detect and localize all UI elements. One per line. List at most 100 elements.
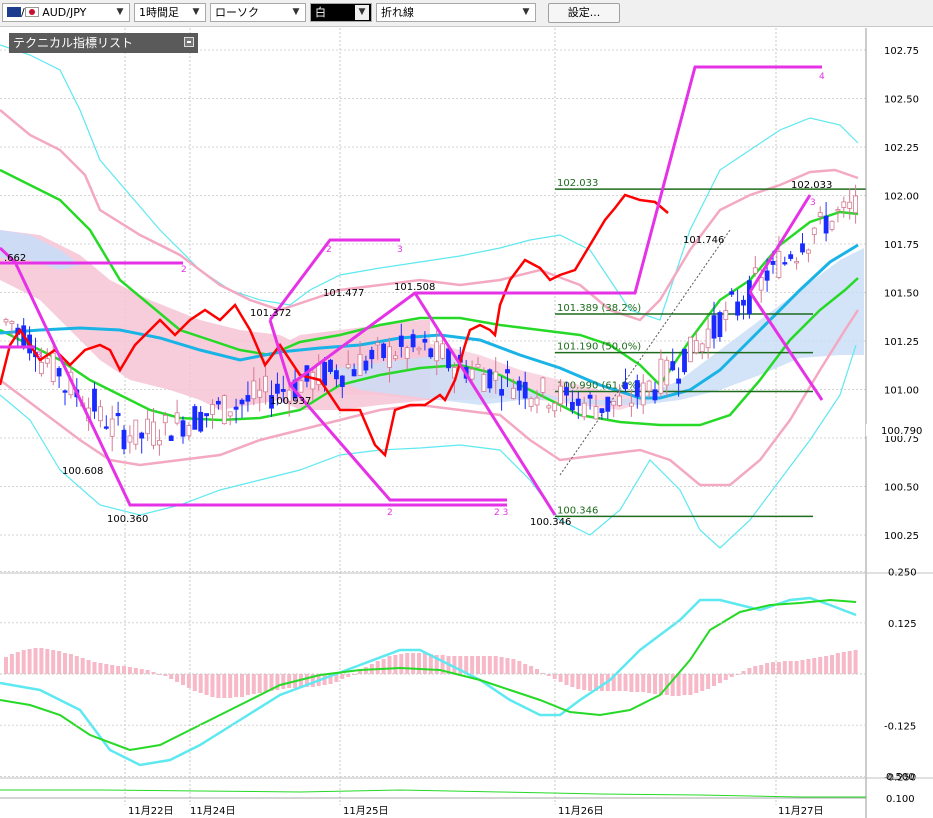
price-annotation: 100.937 [270, 396, 311, 407]
candle [221, 395, 227, 425]
overlay-type-label: 折れ線 [381, 6, 414, 19]
sub-line [0, 789, 866, 798]
candle [286, 389, 292, 402]
macd-bar [98, 663, 103, 674]
candles [3, 184, 858, 456]
macd-bar [245, 674, 250, 695]
candle [398, 335, 404, 347]
candle [581, 402, 587, 418]
candle [50, 352, 56, 383]
settings-button[interactable]: 設定... [548, 3, 620, 23]
candle [162, 414, 168, 424]
price-annotation: .662 [4, 253, 26, 264]
macd-bar [658, 674, 663, 695]
macd-bar [747, 668, 752, 674]
candle [103, 426, 109, 429]
macd-bar [340, 674, 345, 679]
candle [800, 243, 805, 253]
chart-style-select[interactable]: ローソク ▼ [210, 3, 306, 22]
timeframe-select[interactable]: 1時間足 ▼ [134, 3, 206, 22]
chevron-down-icon: ▼ [522, 7, 530, 17]
macd-bar [824, 656, 829, 674]
candle [210, 404, 215, 415]
timeframe-label: 1時間足 [139, 6, 179, 19]
price-annotations: 100.608 100.360 101.372 101.477 101.508 100.9… [4, 180, 832, 528]
collapse-icon[interactable] [184, 37, 194, 47]
macd-bar [517, 661, 522, 674]
candle [446, 348, 451, 369]
japan-flag-icon [24, 7, 39, 17]
price-annotation: 102.033 [791, 180, 832, 191]
candle [109, 418, 115, 437]
macd-bar [251, 674, 256, 694]
candle [98, 406, 103, 422]
symbol-select[interactable]: / AUD/JPY ▼ [2, 3, 130, 22]
zigzag-mark: 2 [181, 265, 187, 275]
zigzag-down [413, 292, 557, 516]
indicator-list-panel[interactable]: テクニカル指標リスト [9, 33, 198, 53]
candle [575, 398, 581, 406]
candle [611, 400, 617, 406]
candle [699, 343, 705, 352]
candle [9, 320, 15, 324]
candle [469, 368, 475, 380]
macd-bar [122, 666, 126, 674]
candle [747, 280, 752, 315]
candle [729, 291, 735, 295]
fibo-label: 100.990 (61.8%) [557, 380, 641, 391]
candle [835, 209, 841, 212]
ma-short [0, 168, 859, 387]
candle [670, 361, 676, 371]
macd-bar [806, 659, 811, 674]
macd-bar [452, 656, 457, 674]
candle [817, 212, 823, 217]
zigzag-mark: 3 [397, 245, 403, 255]
fibo-label: 101.190 (50.0%) [557, 342, 641, 353]
macd-bar [151, 672, 156, 674]
macd-bar [611, 674, 616, 691]
macd-bar [263, 674, 268, 692]
macd-bar [641, 674, 646, 692]
bb-lower-2 [0, 344, 857, 549]
macd-bar [393, 655, 398, 674]
candle [664, 359, 670, 386]
candle [682, 348, 687, 373]
macd-bar [464, 656, 469, 674]
candle [829, 220, 835, 230]
macd-bar [794, 661, 799, 674]
candle [593, 406, 599, 420]
macd-bar [257, 674, 262, 693]
candle [599, 408, 605, 413]
sub-tick-label: 0.100 [886, 794, 915, 805]
overlay-type-select[interactable]: 折れ線 ▼ [376, 3, 536, 22]
candle [263, 375, 269, 393]
macd-bar [33, 648, 38, 674]
bb-upper-2 [0, 44, 859, 321]
indicator-list-title: テクニカル指標リスト [13, 36, 134, 50]
macd-bar [145, 670, 150, 674]
candle [121, 429, 127, 450]
price-tick-label: 101.75 [884, 240, 919, 251]
zigzag-low-line [0, 246, 507, 507]
price-annotation: 100.360 [107, 514, 148, 525]
macd-bar [310, 674, 315, 687]
osc-tick-label: 0.250 [888, 568, 917, 579]
candle [174, 412, 180, 424]
macd-bar [729, 674, 734, 677]
candle [44, 358, 50, 364]
candle [534, 397, 540, 406]
candle [693, 340, 699, 353]
candle [528, 397, 534, 407]
candle [546, 405, 552, 409]
candle [493, 371, 499, 381]
candle [127, 435, 133, 443]
candle [139, 432, 145, 439]
macd-bar [688, 674, 693, 695]
macd-bar [782, 661, 787, 674]
price-annotation: 101.372 [250, 308, 291, 319]
color-select[interactable]: 白 ▼ [310, 3, 372, 22]
candle [758, 277, 764, 291]
macd-bar [493, 656, 498, 674]
macd-bar [281, 674, 286, 689]
